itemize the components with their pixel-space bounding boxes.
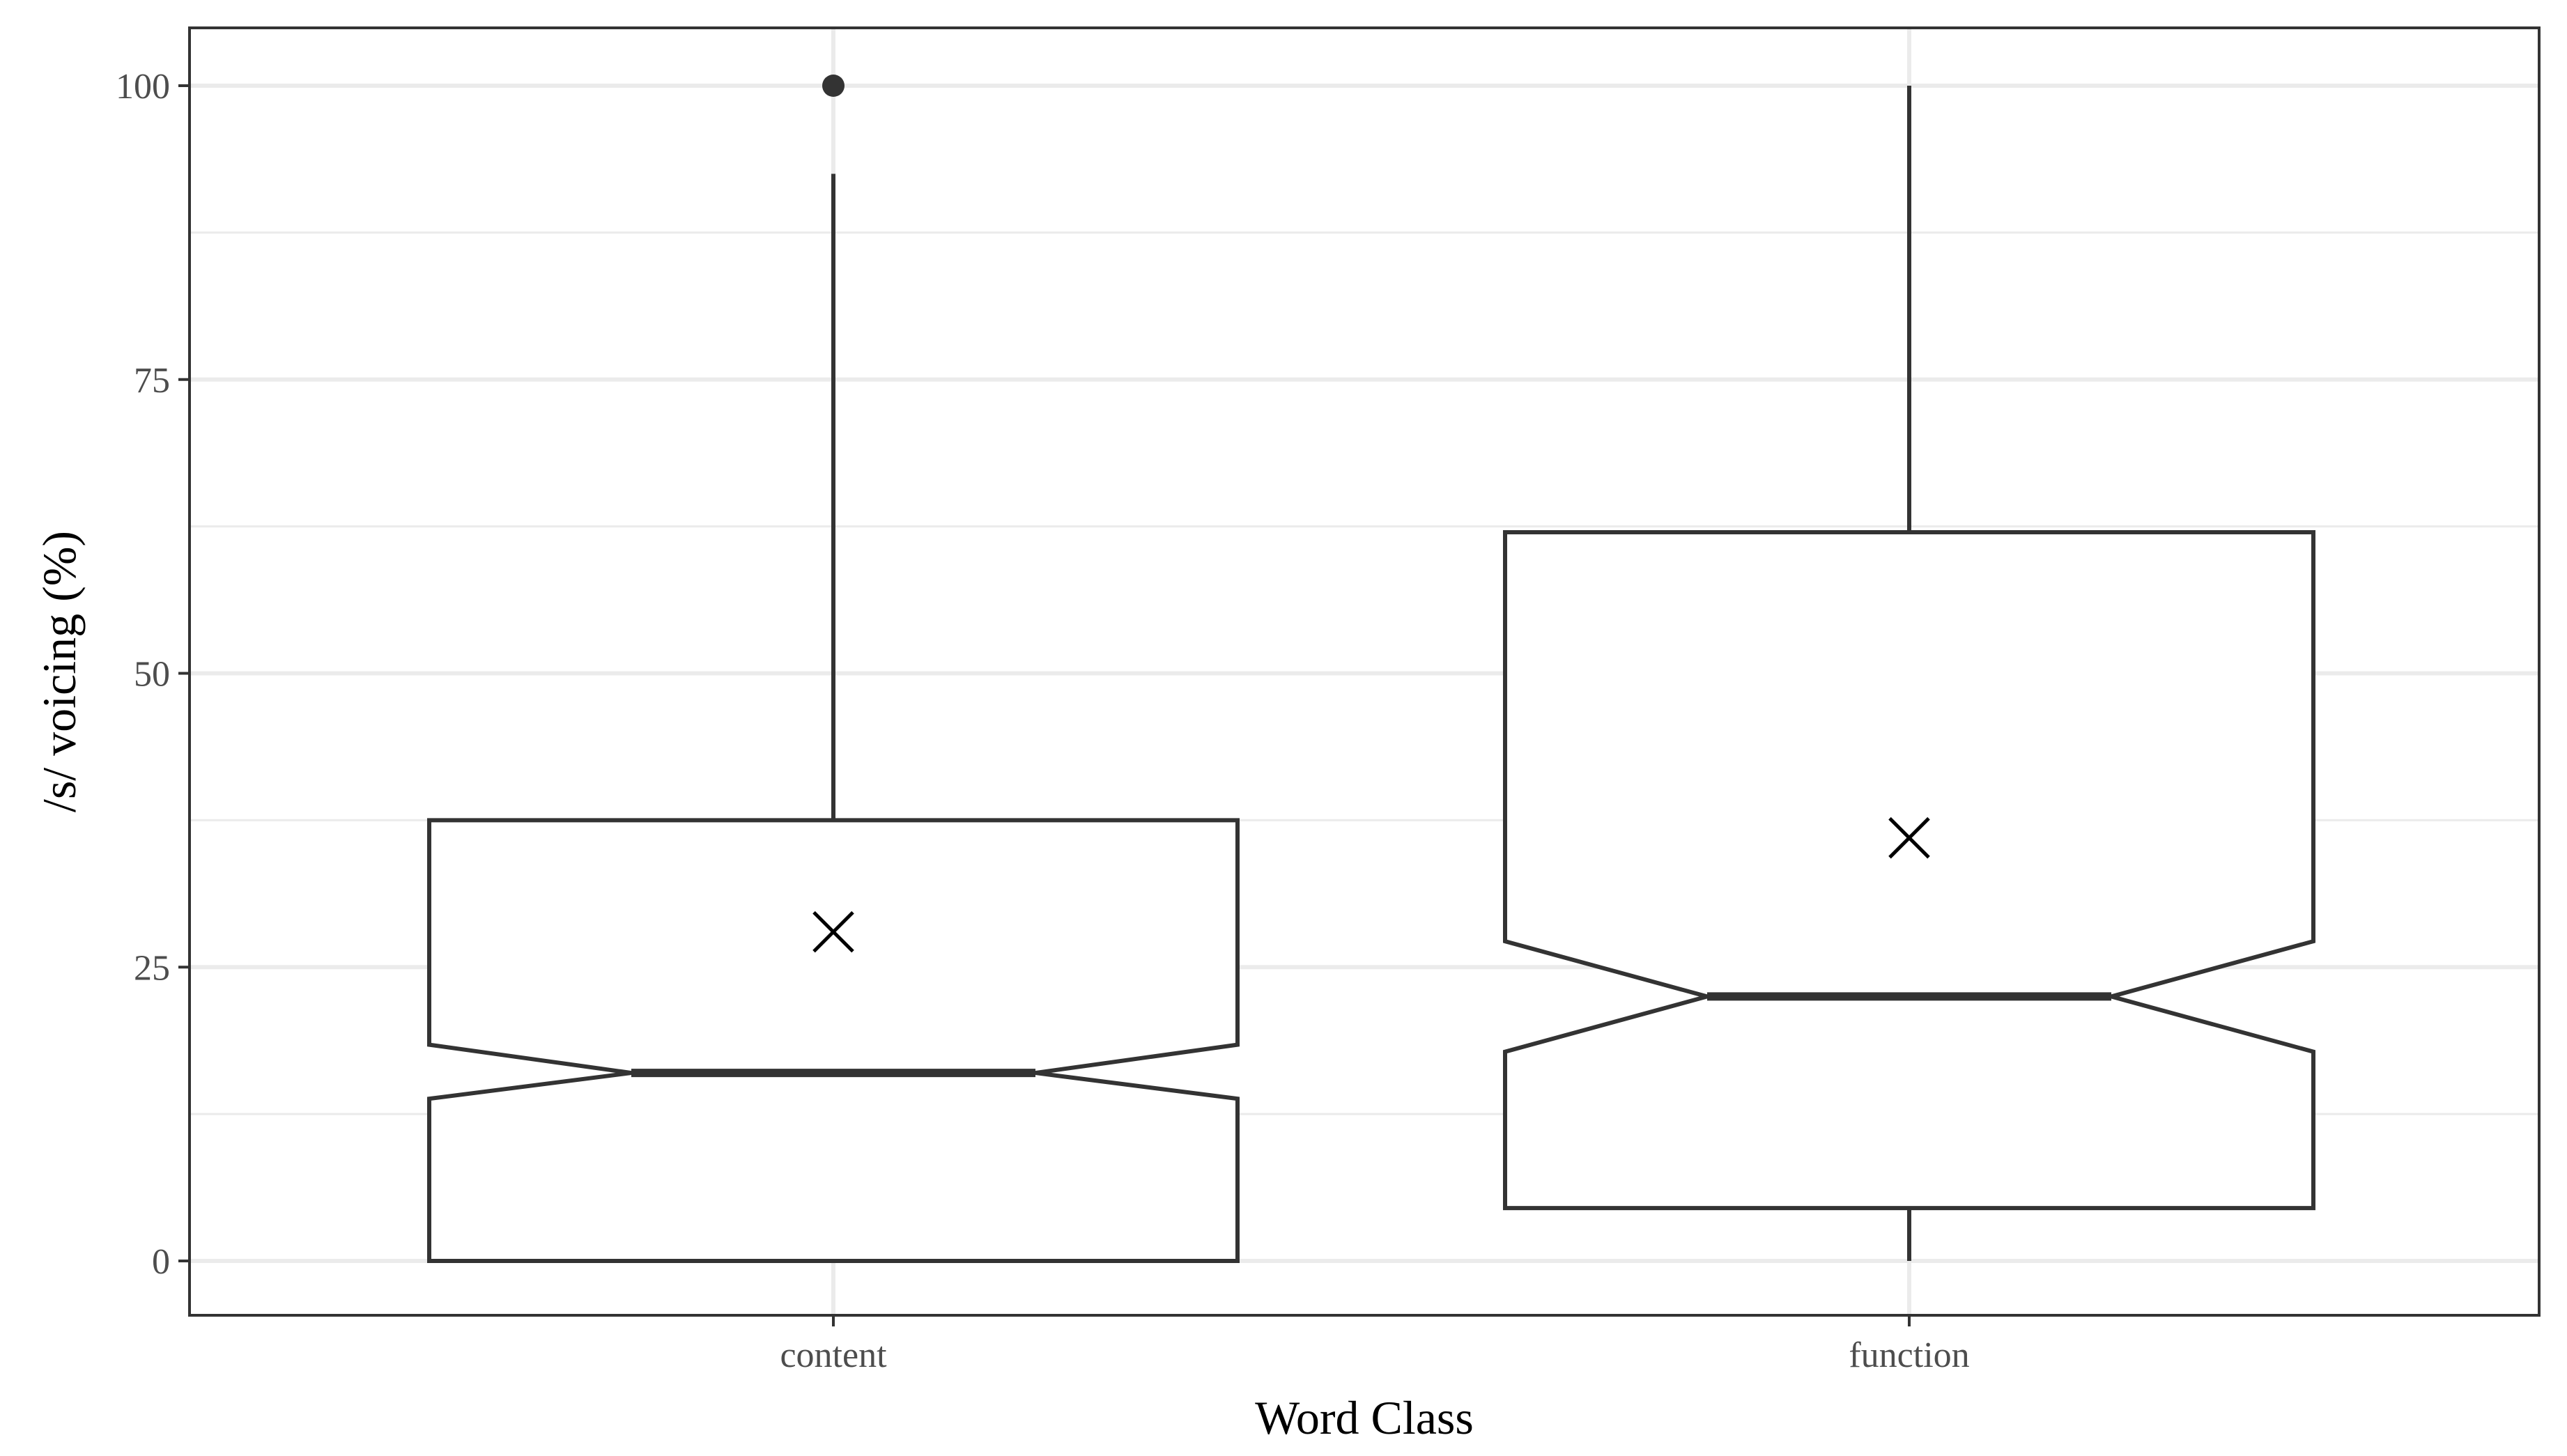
box-function — [1503, 86, 2315, 1261]
outlier-point — [822, 75, 845, 97]
mean-marker — [1888, 816, 1930, 859]
y-tick-label: 25 — [134, 948, 170, 988]
y-tick-label: 100 — [116, 67, 170, 107]
x-tick-label: content — [780, 1335, 887, 1375]
box-content — [427, 75, 1240, 1263]
x-tick-label: function — [1849, 1335, 1969, 1375]
y-tick-label: 0 — [152, 1242, 170, 1282]
y-tick-label: 50 — [134, 655, 170, 695]
box-layer — [427, 75, 2315, 1263]
x-axis-title: Word Class — [1255, 1391, 1474, 1444]
mean-marker — [812, 911, 854, 953]
axis-layer: 0 25 50 75 100 content function — [116, 67, 1970, 1375]
y-axis-title: /s/ voicing (%) — [33, 531, 86, 812]
panel-border — [188, 26, 2541, 1317]
notched-box — [1503, 530, 2315, 1211]
y-tick-label: 75 — [134, 361, 170, 401]
notched-box — [427, 818, 1240, 1263]
